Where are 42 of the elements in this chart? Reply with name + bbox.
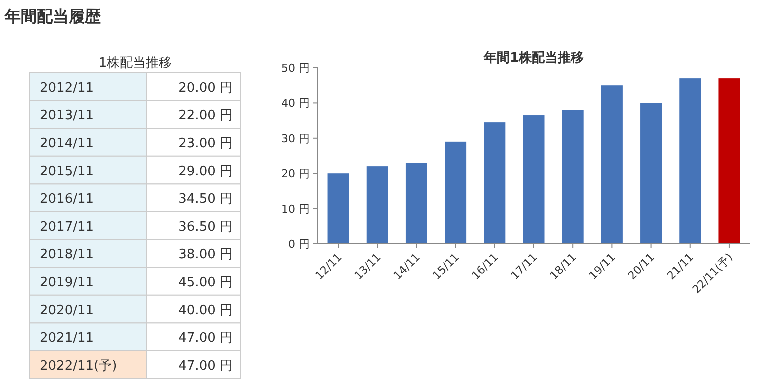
- bar: [406, 163, 428, 244]
- bar: [328, 174, 350, 244]
- bar: [523, 116, 545, 244]
- text: 40.00 円: [178, 303, 233, 318]
- text: 1株配当推移: [98, 56, 172, 71]
- bar: [640, 103, 662, 244]
- text: 22.00 円: [178, 108, 233, 124]
- text: 20.00 円: [178, 80, 233, 96]
- bar: [366, 166, 388, 244]
- text: 2015/11: [40, 164, 94, 180]
- bar: [484, 122, 506, 244]
- y-tick-label: 50 円: [282, 62, 310, 75]
- y-tick-label: 30 円: [282, 132, 310, 146]
- text: 2014/11: [40, 136, 94, 152]
- text: 36.50 円: [178, 220, 233, 235]
- bar: [445, 142, 467, 244]
- text: 2022/11(予): [40, 358, 118, 374]
- text: 23.00 円: [178, 136, 233, 152]
- text: 45.00 円: [178, 276, 233, 290]
- bar: [601, 86, 623, 244]
- text: 2019/11: [40, 276, 94, 290]
- text: 2020/11: [40, 303, 94, 318]
- text: 34.50 円: [178, 192, 233, 208]
- bar: [680, 78, 702, 244]
- text: 29.00 円: [178, 164, 233, 180]
- text: 2021/11: [40, 331, 94, 346]
- text: 2013/11: [40, 108, 94, 124]
- text: 2016/11: [40, 192, 94, 208]
- y-tick-label: 40 円: [282, 97, 310, 110]
- text: 2018/11: [40, 248, 94, 263]
- y-tick-label: 10 円: [282, 202, 310, 216]
- text: 38.00 円: [178, 248, 233, 263]
- text: 2017/11: [40, 220, 94, 235]
- y-tick-label: 20 円: [282, 168, 310, 181]
- bar: [562, 110, 584, 244]
- y-tick-label: 0 円: [288, 238, 310, 251]
- text: 47.00 円: [178, 358, 233, 374]
- bar: [718, 78, 740, 244]
- chart-subtitle: 年間1株配当推移: [482, 51, 584, 66]
- text: 年間配当履歴: [4, 7, 101, 26]
- text: 2012/11: [40, 80, 94, 96]
- text: 47.00 円: [178, 331, 233, 346]
